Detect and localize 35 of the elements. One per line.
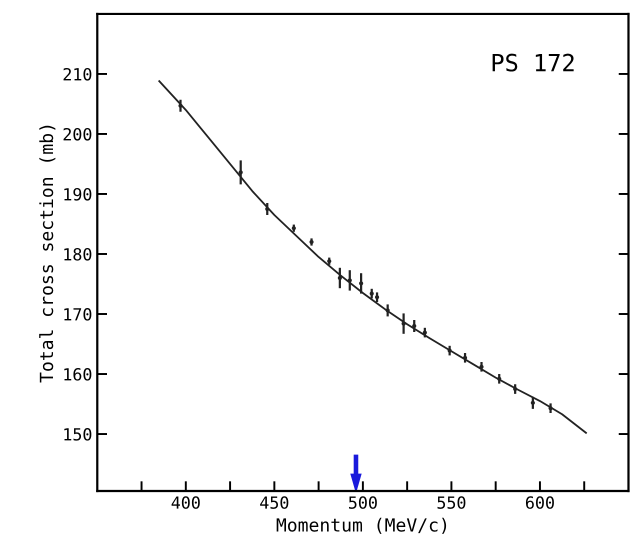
point	[412, 324, 416, 328]
x-tick-label: 400	[172, 496, 200, 509]
x-tick-label: 550	[438, 496, 466, 509]
x-axis-title: Momentum (MeV/c)	[276, 518, 446, 534]
y-axis-title: Total cross section (mb)	[39, 126, 56, 383]
point	[370, 292, 374, 296]
point	[374, 295, 380, 300]
x-tick-label: 450	[260, 496, 288, 509]
y-tick-label: 190	[64, 188, 92, 201]
point	[348, 278, 352, 282]
point	[513, 386, 518, 392]
y-tick-label: 170	[64, 308, 92, 321]
y-tick-label: 210	[64, 68, 92, 81]
point	[497, 376, 502, 381]
point	[448, 348, 452, 353]
x-tick-label: 600	[526, 496, 554, 509]
point	[338, 276, 342, 280]
point	[548, 406, 553, 410]
x-tick-label: 500	[348, 496, 377, 509]
line-series	[158, 80, 587, 434]
point	[422, 330, 427, 335]
y-tick-label: 150	[64, 428, 92, 441]
point	[479, 364, 484, 369]
point	[530, 400, 535, 405]
point	[386, 308, 390, 312]
point	[402, 322, 406, 326]
annotation: PS 172	[492, 54, 574, 72]
y-tick-label: 180	[64, 248, 92, 261]
point	[238, 170, 243, 174]
y-tick-label: 160	[64, 368, 92, 381]
point	[359, 281, 364, 286]
point	[265, 206, 270, 212]
y-tick-label: 200	[64, 128, 92, 141]
point	[178, 104, 183, 108]
point	[462, 356, 468, 360]
